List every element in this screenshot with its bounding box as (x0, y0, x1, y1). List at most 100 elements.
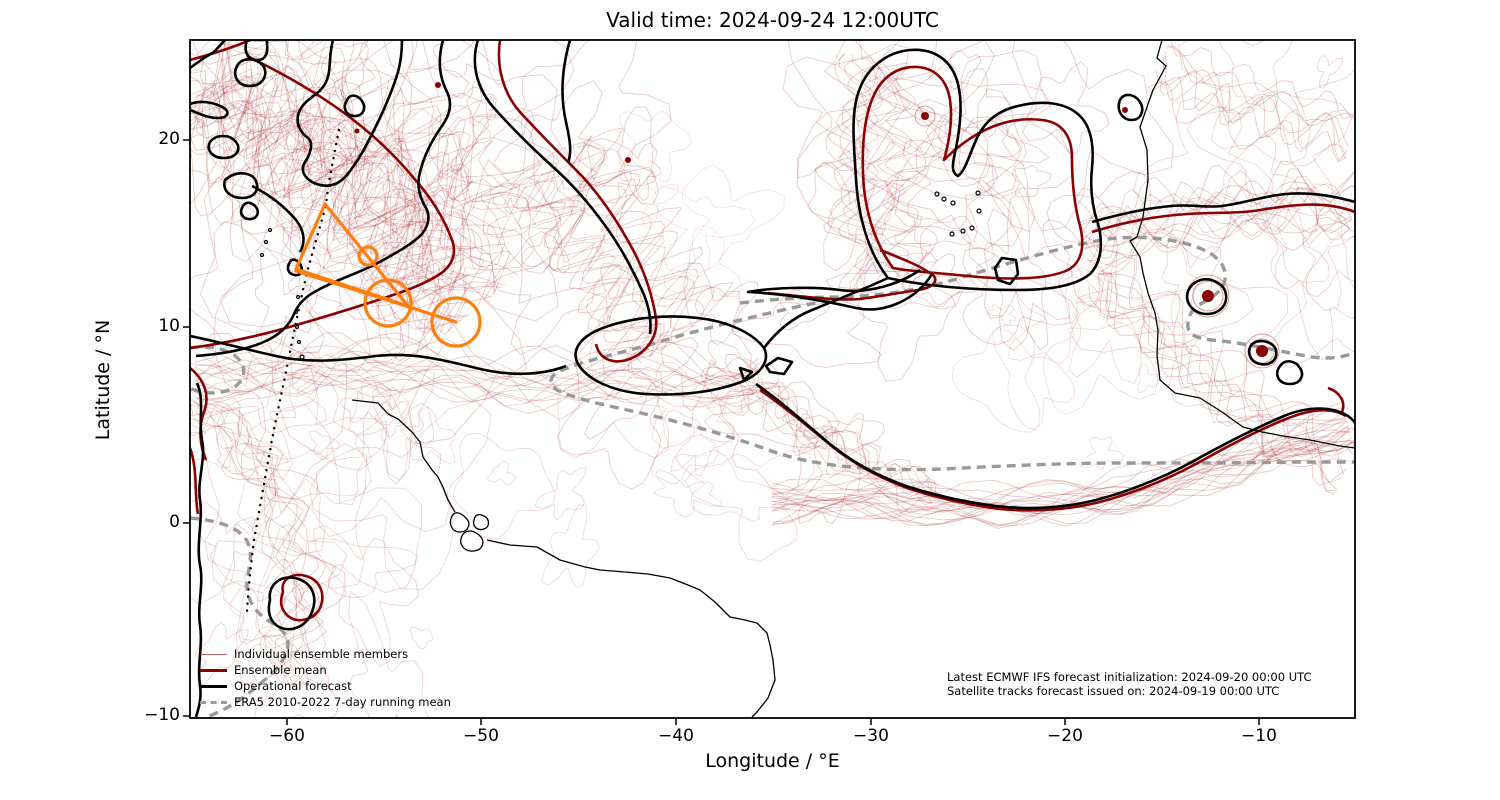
ensemble-member-contour (579, 127, 734, 321)
ensemble-member-contour (886, 116, 1023, 247)
island-outline (950, 200, 956, 206)
ensemble-member-contour (194, 359, 755, 403)
ensemble-mean-diagonal (190, 54, 456, 350)
x-tick-label: −20 (1047, 726, 1083, 746)
y-tick-label: 10 (158, 316, 180, 336)
oper-carib-island-b (239, 201, 260, 221)
island-outline (296, 339, 302, 345)
plot-frame (189, 39, 1356, 719)
ensemble-member-contour (772, 441, 1355, 525)
legend-label: Individual ensemble members (234, 647, 409, 661)
ensemble-member-contour (203, 86, 470, 216)
legend-swatch-era5 (200, 700, 227, 704)
ensemble-member-contour (1155, 69, 1349, 147)
ensemble-member-contour (772, 440, 1355, 525)
ensemble-member-contour (487, 460, 517, 486)
ensemble-member-contour (255, 247, 319, 355)
legend-swatch-mean (200, 668, 227, 672)
oper-corner-diagonal (190, 40, 226, 70)
annotation-line-1: Latest ECMWF IFS forecast initialization… (947, 670, 1312, 684)
ensemble-member-contour (337, 40, 469, 122)
ensemble-member-contour (705, 339, 758, 387)
satellite-track-layer (294, 202, 482, 348)
ensemble-member-contour (452, 432, 556, 540)
ensemble-member-contour (1249, 183, 1355, 311)
ensemble-member-contour (195, 51, 474, 203)
ensemble-member-contour (1088, 285, 1351, 468)
ensemble-member-ring (914, 105, 936, 127)
ensemble-member-contour (312, 524, 419, 667)
ensemble-member-contour (682, 164, 785, 274)
ensemble-member-contour (1068, 236, 1152, 385)
ensemble-member-contour (237, 353, 390, 529)
ensemble-member-contour (209, 523, 348, 661)
ensemble-member-contour (772, 440, 1354, 529)
ensemble-member-ring (1244, 333, 1280, 369)
ensemble-member-contour (787, 40, 995, 236)
satellite-track-line (323, 202, 410, 308)
oper-sw-blob (267, 576, 316, 631)
oper-ring-coast-b (1247, 339, 1278, 366)
ensemble-member-contour (779, 289, 831, 331)
satellite-track-uncertainty-circle (357, 245, 379, 267)
oper-loop-to-tongue (762, 276, 889, 349)
ensemble-member-contour (284, 40, 521, 248)
ensemble-member-contour (1087, 192, 1353, 262)
ensemble-member-contour (1161, 236, 1222, 329)
ensemble-member-contour (190, 409, 321, 687)
ensemble-member-contour (670, 381, 736, 477)
ensemble-member-contour (901, 225, 989, 308)
oper-itcz-band (755, 382, 1355, 510)
ensemble-member-contour (925, 88, 1036, 233)
ensemble-member-contour (1078, 288, 1336, 495)
ensemble-member-contour (517, 165, 666, 362)
coastline-guiana (351, 399, 456, 513)
ensemble-member-contour (297, 40, 532, 216)
ensemble-member-contour (226, 51, 475, 270)
ensemble-mean-blob (921, 112, 929, 120)
legend-label: ERA5 2010-2022 7-day running mean (234, 695, 451, 709)
ensemble-member-contour (703, 392, 819, 449)
ensemble-member-contour (190, 70, 463, 330)
ensemble-mean-blob (1122, 107, 1128, 113)
ensemble-member-contour (219, 191, 416, 396)
ensemble-member-contour (212, 43, 506, 286)
ensemble-member-contour (193, 51, 446, 308)
ensemble-member-contour (223, 558, 324, 653)
ensemble-member-contour (557, 315, 670, 459)
ensemble-member-contour (771, 425, 1349, 512)
ensemble-member-contour (1166, 45, 1355, 127)
ensemble-member-contour (772, 427, 1350, 516)
ensemble-member-contour (572, 142, 656, 204)
ensemble-mean-blob (435, 82, 441, 88)
island-outline (293, 309, 299, 315)
ensemble-member-contour (718, 380, 840, 496)
ensemble-member-contour (285, 40, 478, 153)
ensemble-member-contour (266, 157, 504, 364)
satellite-track-uncertainty-circle (363, 278, 413, 328)
ensemble-member-contour (220, 40, 474, 185)
x-tick-label: −40 (658, 726, 694, 746)
ensemble-member-contour (637, 184, 679, 229)
oper-left-bits-a (190, 100, 229, 120)
era5-contour-main (549, 298, 1355, 472)
ensemble-member-contour (915, 49, 1073, 199)
ensemble-member-contour (190, 143, 424, 280)
y-tick-label: −10 (144, 705, 180, 725)
ensemble-member-contour (1086, 209, 1350, 275)
y-tick-label: 20 (158, 129, 180, 149)
island-outline (960, 228, 966, 234)
ensemble-member-contour (1046, 171, 1152, 268)
ensemble-mean-itcz-band (759, 388, 1347, 512)
ensemble-member-contour (264, 40, 495, 295)
satellite-track-line (294, 269, 458, 324)
ensemble-member-contour (541, 504, 600, 588)
ensemble-member-contour (650, 409, 719, 484)
ensemble-member-contour (992, 326, 1076, 431)
ensemble-member-contour (749, 385, 937, 495)
island-outline (263, 239, 269, 245)
oper-blob-top-a (244, 40, 269, 62)
ensemble-member-contour (807, 161, 901, 272)
map-content (190, 40, 1355, 718)
oper-front-arc (251, 184, 305, 253)
